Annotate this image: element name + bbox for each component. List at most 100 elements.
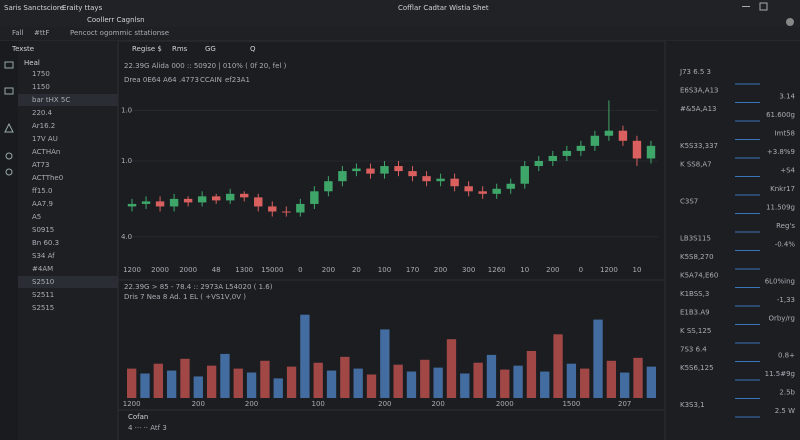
volume-bar — [446, 339, 457, 398]
minimize[interactable] — [742, 6, 750, 7]
volume-bar — [646, 366, 657, 398]
icon[interactable] — [5, 152, 13, 160]
volume-sublegend: Dris 7 Nea 8 Ad. 1 EL ( +VS1V,0V ) — [124, 293, 246, 301]
panel-item: 11.5#9g — [765, 370, 795, 378]
candle-body — [450, 178, 459, 187]
x-tick-label: 200 — [431, 400, 444, 408]
volume-bar — [300, 314, 310, 398]
icon[interactable] — [4, 87, 14, 95]
candle-body — [534, 161, 543, 167]
candle-body — [380, 166, 389, 174]
volume-bar — [606, 360, 617, 398]
candle-body — [632, 140, 642, 159]
watchlist-panel — [0, 41, 118, 440]
candle-body — [478, 191, 487, 194]
x-tick-label: 1300 — [235, 266, 253, 274]
icon[interactable] — [4, 61, 14, 69]
watchlist-row: 220.4 — [32, 109, 53, 117]
panel-item: K1BSS,3 — [680, 290, 709, 298]
watchlist-row: S2510 — [32, 278, 54, 286]
volume-bar — [500, 369, 510, 398]
volume-bar — [486, 354, 497, 398]
y-tick-label: 1.0 — [121, 107, 132, 115]
watchlist-row: 17V AU — [32, 135, 58, 143]
volume-bar — [366, 374, 377, 398]
panel-item: 11.509g — [766, 204, 795, 212]
panel-item: K3S3,1 — [680, 401, 705, 409]
watchlist-row: AA7.9 — [32, 200, 53, 208]
tab[interactable]: Coollerr Cagnlsn — [87, 16, 145, 24]
panel-item: Orby/rg — [768, 315, 795, 323]
chart-tool[interactable]: GG — [205, 45, 216, 53]
candle-body — [520, 166, 529, 184]
icon[interactable] — [4, 122, 14, 133]
panel-item: 0.8+ — [778, 352, 795, 360]
chart-tool[interactable]: Rms — [172, 45, 188, 53]
x-tick-label: 0 — [298, 266, 302, 274]
panel-item: 6L0%ing — [765, 278, 795, 286]
candle-body — [141, 201, 151, 204]
volume-bar — [313, 362, 323, 398]
x-tick-label: 170 — [406, 266, 419, 274]
candle-body — [562, 150, 572, 156]
volume-bar — [326, 370, 337, 398]
x-tick-label: 10 — [632, 266, 641, 274]
watchlist-row: S2515 — [32, 304, 54, 312]
panel-item: LB3S115 — [680, 235, 711, 243]
watchlist-row: S34 Af — [32, 252, 55, 260]
candle-body — [296, 203, 305, 213]
panel-item: K5S8,270 — [680, 253, 714, 261]
candle-body — [436, 178, 445, 182]
footer-text: 4 ··· ·· Atf 3 — [128, 424, 167, 432]
panel-item: -0.4% — [775, 241, 796, 249]
y-tick-label: 1.0 — [121, 157, 132, 165]
x-tick-label: 1200 — [123, 400, 141, 408]
watchlist-title: Texste — [11, 45, 34, 53]
volume-legend: 22.39G > 85 - 78.4 :: 2973A L54020 ( 1.6… — [124, 283, 273, 291]
panel-item: Knkr17 — [770, 185, 795, 193]
candle-body — [127, 203, 137, 207]
watchlist-row: Ar16.2 — [32, 122, 55, 130]
x-tick-label: 200 — [245, 400, 258, 408]
chart-tool[interactable]: Q — [250, 45, 256, 53]
volume-bar — [620, 372, 630, 398]
toolbar-item[interactable]: Pencoct ogommic sttationse — [70, 29, 169, 37]
panel-item: #&5A,A13 — [680, 105, 717, 113]
chart-tool[interactable]: Regise $ — [132, 45, 162, 53]
volume-bar — [406, 371, 417, 398]
watchlist-row: bar tHX 5C — [32, 96, 70, 104]
panel-item: C3S7 — [680, 198, 698, 206]
x-tick-label: 15000 — [261, 266, 283, 274]
chart-sublegend: ef23A1 — [225, 76, 250, 84]
x-tick-label: 300 — [462, 266, 475, 274]
candle-body — [604, 130, 614, 136]
candle-body — [169, 198, 179, 207]
candle-body — [225, 193, 235, 201]
panel-item: 2.5 W — [775, 407, 795, 415]
toolbar-item[interactable]: Fall — [12, 29, 24, 37]
icon[interactable] — [5, 168, 13, 176]
volume-bar — [193, 376, 203, 398]
window-controls — [742, 2, 794, 26]
icon-rail — [0, 41, 18, 440]
toolbar-item[interactable]: #ttF — [34, 29, 49, 37]
volume-bar — [553, 334, 563, 398]
watchlist-row: 1750 — [32, 70, 50, 78]
candle-body — [548, 155, 558, 161]
x-tick-label: 0 — [579, 266, 583, 274]
candle-body — [197, 196, 207, 203]
volume-bar — [220, 353, 230, 398]
x-tick-label: 1200 — [123, 266, 141, 274]
panel-item: K5S33,337 — [680, 142, 718, 150]
avatar[interactable] — [786, 18, 794, 26]
x-tick-label: 200 — [322, 266, 335, 274]
candle-body — [366, 168, 375, 174]
candle-body — [240, 193, 249, 198]
chart-sublegend: Drea 0E64 A64 .4773 — [124, 76, 199, 84]
volume-bar — [273, 378, 283, 398]
maximize[interactable] — [759, 2, 768, 11]
app-name: Saris Sanctsciore — [4, 4, 64, 12]
menu[interactable]: Eraity ttays — [62, 4, 103, 12]
x-tick-label: 100 — [312, 400, 325, 408]
